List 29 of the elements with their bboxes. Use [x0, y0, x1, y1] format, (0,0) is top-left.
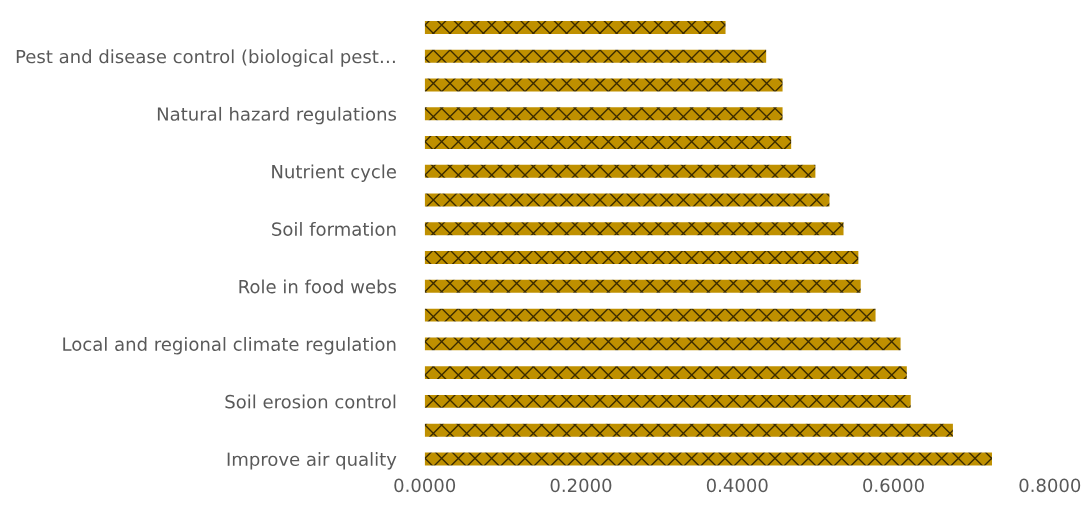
bar: [424, 423, 953, 437]
bar: [424, 308, 876, 322]
y-tick-label: Improve air quality: [227, 452, 397, 470]
y-tick-label: Soil formation: [272, 221, 396, 236]
x-tick-label: 0.6000: [863, 478, 924, 493]
bar: [424, 78, 783, 92]
bar: [424, 337, 901, 351]
bar: [424, 107, 783, 121]
bar: [424, 394, 911, 408]
bar: [424, 452, 992, 466]
x-tick-label: 0.4000: [706, 478, 768, 493]
bar: [424, 164, 816, 178]
x-tick-label: 0.2000: [550, 478, 612, 493]
bar: [424, 20, 726, 34]
y-tick-label: Role in food webs: [239, 279, 397, 294]
y-tick-label: Soil erosion control: [225, 394, 396, 409]
bar: [424, 251, 859, 265]
bar: [424, 366, 907, 380]
bar: [424, 222, 844, 236]
bar: [424, 279, 861, 293]
y-tick-label: Local and regional climate regulation: [63, 337, 396, 355]
x-tick-label: 0.0000: [394, 478, 456, 493]
x-tick-label: 0.8000: [1019, 478, 1081, 493]
y-tick-label: Nutrient cycle: [272, 164, 396, 182]
y-tick-label: Natural hazard regulations: [157, 106, 397, 125]
y-tick-label: Pest and disease control (biological pest…: [16, 49, 395, 67]
bar: [424, 193, 830, 207]
bar: [424, 136, 792, 149]
bar: [424, 49, 767, 63]
